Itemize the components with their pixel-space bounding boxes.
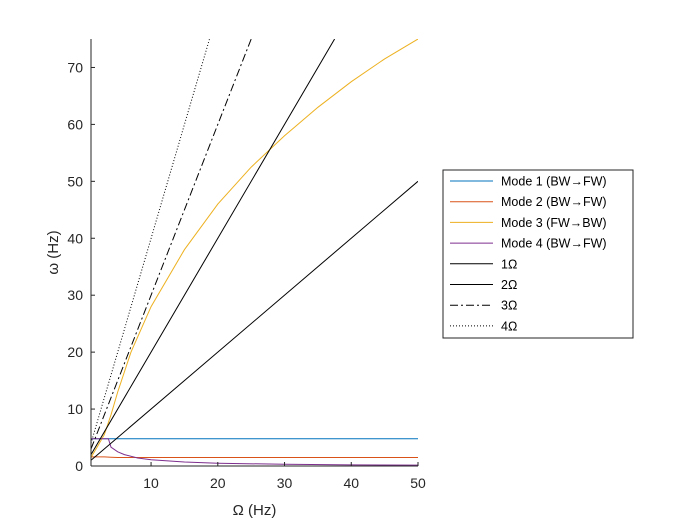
- x-tick-label: 40: [343, 475, 359, 491]
- y-tick-label: 60: [67, 116, 83, 132]
- y-tick-label: 20: [67, 344, 83, 360]
- series-line-7: [91, 39, 252, 450]
- legend-box: [442, 169, 634, 339]
- y-tick-label: 30: [67, 287, 83, 303]
- x-tick-label: 50: [410, 475, 426, 491]
- axes: [90, 39, 419, 467]
- y-tick-label: 10: [67, 401, 83, 417]
- series-line-5: [91, 180, 418, 461]
- y-tick-label: 0: [75, 458, 83, 474]
- legend-label-3: Mode 3 (FW→BW): [501, 216, 607, 230]
- x-tick-label: 20: [210, 475, 226, 491]
- y-axis-title: ω (Hz): [45, 230, 62, 274]
- x-axis-title: Ω (Hz): [233, 502, 277, 519]
- series-line-8: [91, 39, 210, 444]
- legend-label-4: Mode 4 (BW→FW): [501, 237, 607, 251]
- legend: Mode 1 (BW→FW) Mode 2 (BW→FW) Mode 3 (FW→B…: [442, 169, 634, 339]
- series-line-6: [91, 39, 336, 455]
- series-line-2: [91, 456, 418, 458]
- y-tick-label: 40: [67, 230, 83, 246]
- legend-label-6: 2Ω: [501, 278, 517, 292]
- series-line-4: [91, 438, 418, 466]
- y-tick-label: 50: [67, 173, 83, 189]
- series-layer: [91, 39, 418, 466]
- y-tick-label: 70: [67, 59, 83, 75]
- legend-label-1: Mode 1 (BW→FW): [501, 175, 607, 189]
- legend-label-7: 3Ω: [501, 299, 517, 313]
- legend-label-5: 1Ω: [501, 257, 517, 271]
- legend-label-8: 4Ω: [501, 319, 517, 333]
- tick-labels: 10 20 30 40 50 0 10 20 30 40 50 60 70: [67, 59, 426, 491]
- legend-label-2: Mode 2 (BW→FW): [501, 195, 607, 209]
- x-tick-label: 10: [143, 475, 159, 491]
- x-tick-label: 30: [277, 475, 293, 491]
